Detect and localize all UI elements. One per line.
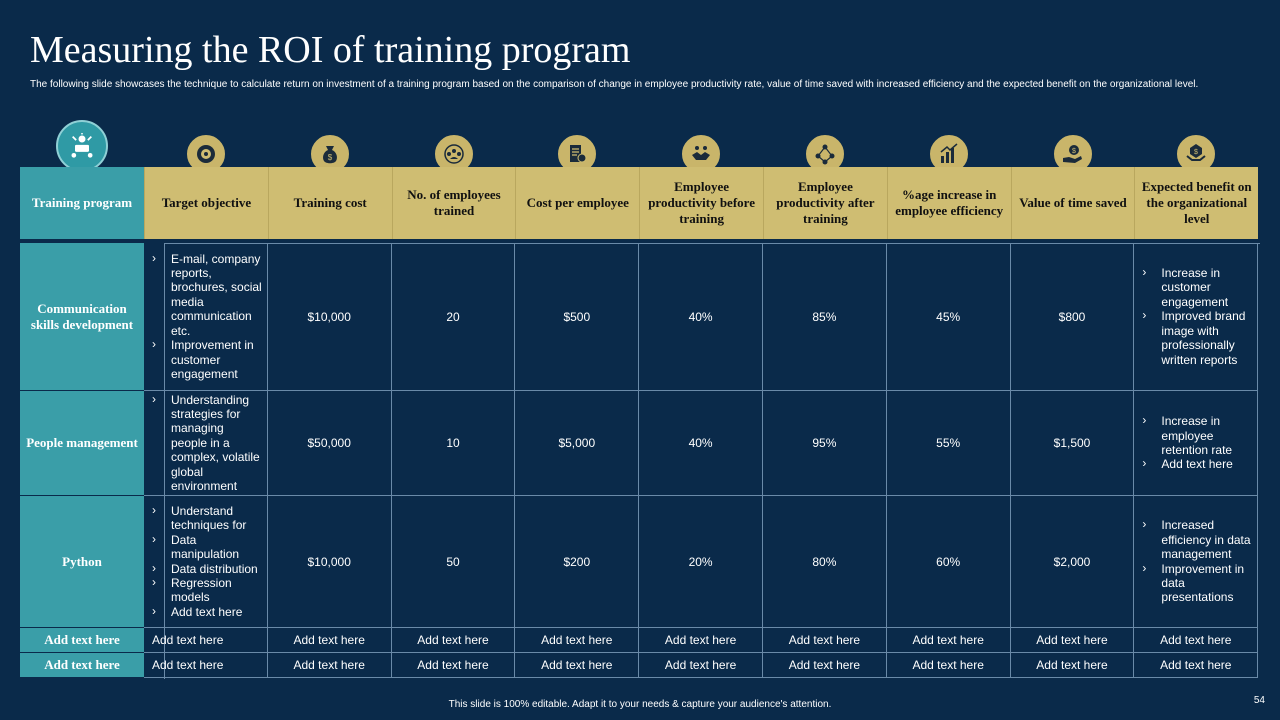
value-cell: 95% (763, 391, 887, 496)
editable-cell[interactable]: Add text here (1010, 628, 1135, 653)
value-cell: $500 (515, 243, 640, 391)
expected-benefit-cell: Increase in employee retention rateAdd t… (1134, 391, 1259, 496)
list-item: Understanding strategies for managing pe… (152, 392, 263, 494)
editable-cell[interactable]: Add text here (1134, 628, 1259, 653)
footer-note: This slide is 100% editable. Adapt it to… (448, 699, 832, 710)
header-col-6: Employee productivity after training (763, 167, 887, 239)
expected-benefit-cell-list: Increase in employee retention rateAdd t… (1142, 413, 1253, 472)
target-objective-cell: Understand techniques forData manipulati… (144, 496, 268, 628)
list-item: Regression models (152, 575, 263, 605)
row-label[interactable]: Add text here (20, 628, 144, 652)
header-col-5: Employee productivity before training (639, 167, 763, 239)
value-cell: 45% (886, 243, 1011, 391)
editable-cell[interactable]: Add text here (267, 653, 392, 678)
value-cell: 20 (391, 243, 516, 391)
svg-text:$: $ (1072, 148, 1076, 155)
list-item: Improvement in data presentations (1142, 560, 1253, 605)
editable-cell[interactable]: Add text here (763, 628, 887, 653)
list-item: Improvement in customer engagement (152, 337, 263, 381)
header-col-7: %age increase in employee efficiency (886, 167, 1011, 239)
target-objective-cell: E-mail, company reports, brochures, soci… (144, 243, 268, 391)
row-label: Python (20, 496, 144, 627)
target-objective-cell-list: Understanding strategies for managing pe… (152, 392, 263, 494)
editable-cell[interactable]: Add text here (639, 653, 763, 678)
editable-cell[interactable]: Add text here (1010, 653, 1135, 678)
svg-text:$: $ (1194, 149, 1198, 156)
training-icon (56, 120, 108, 172)
list-item: E-mail, company reports, brochures, soci… (152, 251, 263, 338)
expected-benefit-cell: Increased efficiency in data managementI… (1134, 496, 1259, 628)
editable-cell[interactable]: Add text here (267, 628, 392, 653)
header-col-2: Training cost (267, 167, 392, 239)
editable-cell[interactable]: Add text here (515, 653, 640, 678)
value-cell: $1,500 (1010, 391, 1135, 496)
value-cell: 80% (763, 496, 887, 628)
value-cell: 60% (886, 496, 1011, 628)
target-objective-cell-list: E-mail, company reports, brochures, soci… (152, 251, 263, 382)
value-cell: $10,000 (267, 243, 392, 391)
list-item: Increased efficiency in data management (1142, 517, 1253, 561)
editable-cell[interactable]: Add text here (639, 628, 763, 653)
value-cell: 20% (639, 496, 763, 628)
value-cell: 40% (639, 391, 763, 496)
editable-cell[interactable]: Add text here (763, 653, 887, 678)
value-cell: $2,000 (1010, 496, 1135, 628)
row-label[interactable]: Add text here (20, 653, 144, 677)
value-cell: 10 (391, 391, 516, 496)
target-objective-cell-list: Understand techniques forData manipulati… (152, 503, 263, 619)
expected-benefit-cell-list: Increased efficiency in data managementI… (1142, 517, 1253, 605)
list-item: Data manipulation (152, 532, 263, 562)
editable-cell[interactable]: Add text here (1134, 653, 1259, 678)
value-cell: $10,000 (267, 496, 392, 628)
value-cell: $50,000 (267, 391, 392, 496)
slide-subtitle: The following slide showcases the techni… (30, 79, 1199, 90)
editable-cell[interactable]: Add text here (144, 628, 268, 653)
editable-cell[interactable]: Add text here (886, 628, 1011, 653)
value-cell: 40% (639, 243, 763, 391)
header-col-9: Expected benefit on the organizational l… (1134, 167, 1259, 239)
list-item: Add text here (152, 604, 263, 619)
header-training-program: Training program (20, 167, 144, 239)
target-objective-cell: Understanding strategies for managing pe… (144, 391, 268, 496)
expected-benefit-cell-list: Increase in customer engagementImproved … (1142, 265, 1253, 367)
row-label: People management (20, 391, 144, 495)
row-label: Communication skills development (20, 243, 144, 390)
expected-benefit-cell: Increase in customer engagementImproved … (1134, 243, 1259, 391)
header-icons: $ $ $ (0, 120, 1280, 175)
list-item: Data distribution (152, 560, 263, 576)
header-col-3: No. of employees trained (391, 167, 516, 239)
list-item: Understand techniques for (152, 503, 263, 533)
value-cell: 55% (886, 391, 1011, 496)
value-cell: $5,000 (515, 391, 640, 496)
header-col-4: Cost per employee (515, 167, 640, 239)
list-item: Add text here (1142, 456, 1253, 471)
value-cell: 50 (391, 496, 516, 628)
editable-cell[interactable]: Add text here (144, 653, 268, 678)
editable-cell[interactable]: Add text here (391, 653, 516, 678)
value-cell: 85% (763, 243, 887, 391)
list-item: Improved brand image with professionally… (1142, 308, 1253, 367)
list-item: Increase in employee retention rate (1142, 413, 1253, 457)
header-col-1: Target objective (144, 167, 268, 239)
editable-cell[interactable]: Add text here (515, 628, 640, 653)
list-item: Increase in customer engagement (1142, 265, 1253, 309)
svg-text:$: $ (327, 153, 332, 162)
header-col-8: Value of time saved (1010, 167, 1135, 239)
slide-title: Measuring the ROI of training program (30, 29, 631, 71)
page-number: 54 (1253, 695, 1265, 706)
value-cell: $200 (515, 496, 640, 628)
editable-cell[interactable]: Add text here (391, 628, 516, 653)
editable-cell[interactable]: Add text here (886, 653, 1011, 678)
value-cell: $800 (1010, 243, 1135, 391)
